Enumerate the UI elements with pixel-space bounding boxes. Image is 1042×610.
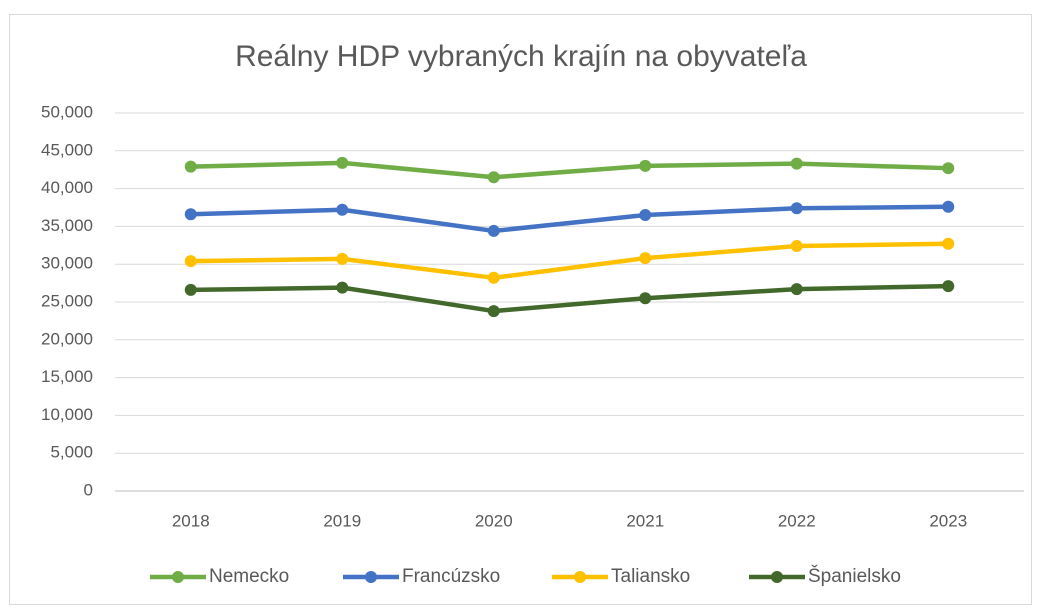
series-line	[188, 204, 951, 234]
x-tick-label: 2023	[929, 511, 967, 530]
y-tick-label: 35,000	[41, 216, 93, 235]
data-point	[942, 200, 955, 213]
y-tick-label: 50,000	[41, 102, 93, 121]
legend-label: Španielsko	[808, 565, 901, 587]
data-point	[942, 280, 955, 293]
legend-label: Francúzsko	[402, 566, 500, 587]
series-line	[188, 160, 951, 180]
data-point	[639, 209, 652, 222]
data-point	[639, 292, 652, 305]
x-tick-label: 2022	[778, 511, 816, 530]
data-point	[336, 281, 349, 294]
data-point	[487, 224, 500, 237]
y-tick-label: 10,000	[41, 405, 93, 424]
legend-marker	[365, 571, 377, 583]
data-point	[487, 271, 500, 284]
y-tick-label: 20,000	[41, 329, 93, 348]
data-point	[184, 283, 197, 296]
y-tick-label: 15,000	[41, 367, 93, 386]
legend-marker	[771, 571, 783, 583]
legend-marker	[574, 571, 586, 583]
series-line	[188, 283, 951, 314]
chart-title: Reálny HDP vybraných krajín na obyvateľa	[235, 40, 807, 73]
data-point	[790, 240, 803, 253]
data-point	[790, 157, 803, 170]
y-tick-label: 45,000	[41, 140, 93, 159]
legend-label: Taliansko	[611, 566, 690, 587]
data-point	[336, 203, 349, 216]
legend-label: Nemecko	[209, 566, 289, 587]
data-point	[790, 202, 803, 215]
data-point	[942, 237, 955, 250]
data-point	[639, 252, 652, 265]
data-point	[184, 255, 197, 268]
legend-marker	[172, 571, 184, 583]
y-tick-label: 25,000	[41, 291, 93, 310]
data-point	[487, 171, 500, 184]
data-point	[790, 283, 803, 296]
x-tick-label: 2019	[323, 511, 361, 530]
data-point	[184, 160, 197, 173]
x-tick-label: 2021	[626, 511, 664, 530]
data-point	[184, 208, 197, 221]
y-tick-label: 30,000	[41, 254, 93, 273]
y-tick-label: 40,000	[41, 178, 93, 197]
data-point	[336, 156, 349, 169]
data-point	[487, 305, 500, 318]
series-line	[188, 241, 951, 281]
data-point	[639, 159, 652, 172]
y-tick-label: 0	[84, 480, 93, 499]
x-tick-label: 2020	[475, 511, 513, 530]
x-tick-label: 2018	[172, 511, 210, 530]
data-point	[942, 162, 955, 175]
y-tick-label: 5,000	[50, 443, 93, 462]
data-point	[336, 252, 349, 265]
